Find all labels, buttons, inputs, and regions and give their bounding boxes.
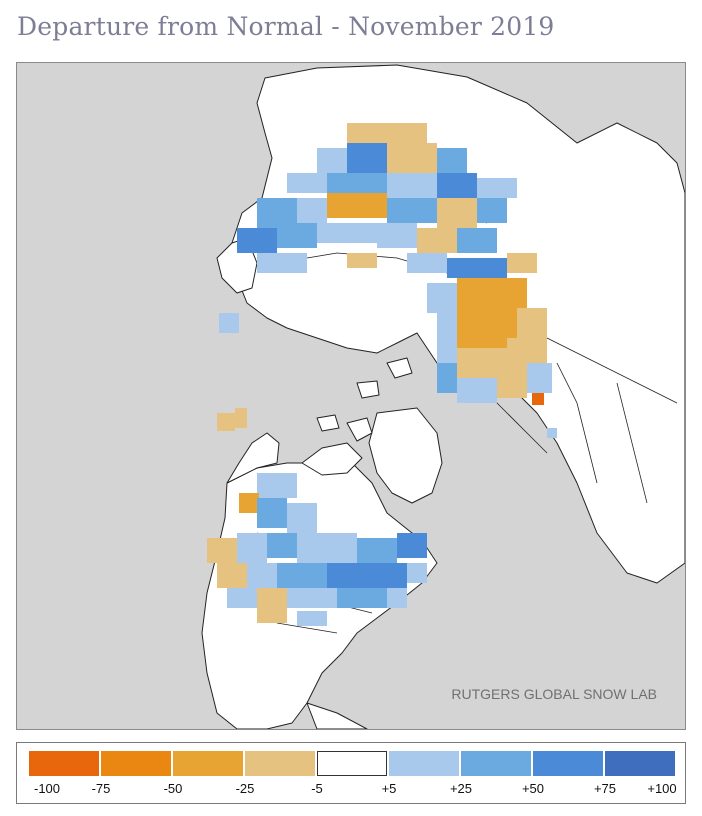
legend-swatch-9 xyxy=(605,751,675,776)
legend-swatch-3 xyxy=(173,751,243,776)
legend-tick-1: -100 xyxy=(33,781,61,796)
legend-swatch-2 xyxy=(101,751,171,776)
legend-tick-5: -5 xyxy=(311,781,323,796)
map-canvas: RUTGERS GLOBAL SNOW LAB xyxy=(17,63,685,729)
snow-departure-map: RUTGERS GLOBAL SNOW LAB xyxy=(16,62,686,730)
legend-swatch-5 xyxy=(317,751,387,776)
legend-tick-8: +50 xyxy=(521,781,545,796)
legend-tick-9: +75 xyxy=(593,781,617,796)
legend-tick-6: +5 xyxy=(381,781,397,796)
map-credit: RUTGERS GLOBAL SNOW LAB xyxy=(451,686,657,702)
legend: -100 -75 -50 -25 -5 +5 +25 +50 +75 +100 xyxy=(16,742,686,804)
legend-swatch-8 xyxy=(533,751,603,776)
legend-tick-7: +25 xyxy=(449,781,473,796)
page-title: Departure from Normal - November 2019 xyxy=(17,12,555,41)
credit-text: RUTGERS GLOBAL SNOW LAB xyxy=(451,686,657,702)
legend-swatch-6 xyxy=(389,751,459,776)
legend-swatch-7 xyxy=(461,751,531,776)
legend-swatch-1 xyxy=(29,751,99,776)
legend-tick-3: -50 xyxy=(163,781,183,796)
legend-tick-4: -25 xyxy=(235,781,255,796)
legend-tick-2: -75 xyxy=(91,781,111,796)
snow-departure-cells xyxy=(207,123,557,626)
legend-tick-10: +100 xyxy=(647,781,677,796)
legend-swatch-4 xyxy=(245,751,315,776)
